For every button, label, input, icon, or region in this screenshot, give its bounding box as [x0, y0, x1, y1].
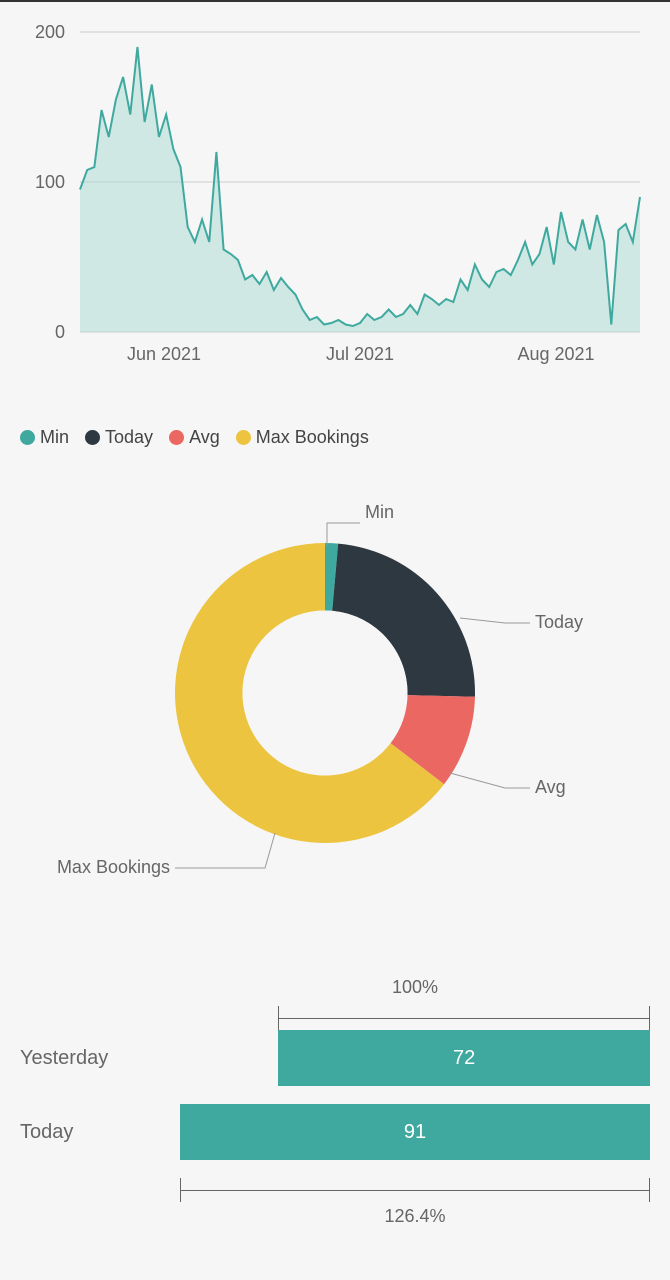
donut-legend: Min Today Avg Max Bookings — [0, 417, 670, 458]
bar-compare-chart: 100% Yesterday 72 Today 91 126.4% — [0, 953, 670, 1275]
y-tick-label: 200 — [35, 22, 65, 42]
donut-slice-label: Max Bookings — [57, 857, 170, 877]
legend-dot-icon — [169, 430, 184, 445]
legend-item: Max Bookings — [236, 427, 369, 448]
x-tick-label: Aug 2021 — [517, 344, 594, 364]
leader-line — [450, 773, 530, 788]
y-tick-label: 100 — [35, 172, 65, 192]
bottom-bracket — [180, 1178, 650, 1202]
bar-row-label: Yesterday — [20, 1047, 180, 1070]
x-tick-label: Jun 2021 — [127, 344, 201, 364]
legend-label: Avg — [189, 427, 220, 448]
leader-line — [460, 618, 530, 623]
donut-chart: Min Today Avg Max Bookings — [0, 458, 670, 953]
bar-row: Today 91 — [20, 1104, 650, 1160]
donut-hole — [243, 611, 408, 776]
bar-row-label: Today — [20, 1121, 180, 1144]
bar-fill: 91 — [180, 1104, 650, 1160]
leader-line — [175, 833, 275, 868]
area-chart: 0 100 200 Jun 2021 Jul 2021 Aug 2021 — [0, 2, 670, 417]
legend-label: Max Bookings — [256, 427, 369, 448]
top-bracket — [180, 1006, 650, 1030]
x-tick-label: Jul 2021 — [326, 344, 394, 364]
donut-chart-svg: Min Today Avg Max Bookings — [20, 478, 650, 908]
area-chart-svg: 0 100 200 Jun 2021 Jul 2021 Aug 2021 — [20, 22, 650, 372]
legend-dot-icon — [85, 430, 100, 445]
area-fill — [80, 47, 640, 332]
bar-track: 91 — [180, 1104, 650, 1160]
donut-slice-label: Avg — [535, 777, 566, 797]
donut-slice-label: Min — [365, 502, 394, 522]
legend-item: Avg — [169, 427, 220, 448]
bar-fill: 72 — [278, 1030, 650, 1086]
legend-label: Min — [40, 427, 69, 448]
legend-label: Today — [105, 427, 153, 448]
top-bracket-label: 100% — [180, 977, 650, 998]
leader-line — [327, 523, 360, 545]
bottom-bracket-label: 126.4% — [180, 1206, 650, 1227]
legend-dot-icon — [236, 430, 251, 445]
legend-item: Min — [20, 427, 69, 448]
bar-track: 72 — [180, 1030, 650, 1086]
legend-item: Today — [85, 427, 153, 448]
bar-row: Yesterday 72 — [20, 1030, 650, 1086]
y-tick-label: 0 — [55, 322, 65, 342]
legend-dot-icon — [20, 430, 35, 445]
donut-slice-label: Today — [535, 612, 583, 632]
